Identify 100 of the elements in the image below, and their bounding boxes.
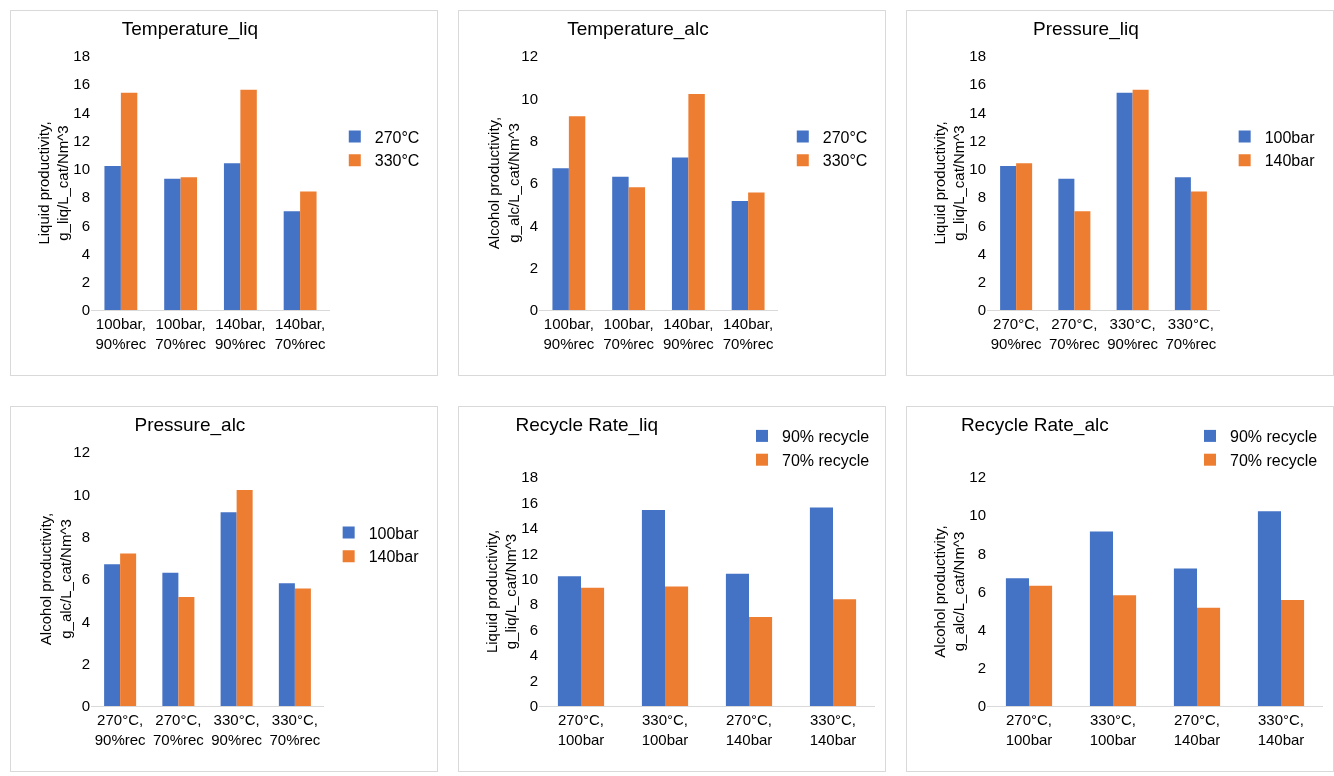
x-tick-label: 270°C, 90%rec [990,315,1043,352]
bar [104,166,121,310]
y-tick-label: 12 [521,544,538,562]
legend-label: 270°C [822,128,868,146]
legend-label: 70% recycle [782,451,870,469]
y-axis-title: Liquid productivity, g_liq/L_cat/Nm^3 [482,529,520,654]
chart-title: Recycle Rate_alc [960,414,1109,437]
bar [1197,607,1221,706]
bar [725,573,749,706]
y-tick-label: 2 [81,273,90,291]
y-tick-label: 0 [81,697,90,715]
bar [581,587,605,706]
bar [731,200,749,310]
bar [220,512,237,706]
y-tick-label: 4 [81,612,90,630]
x-tick-label: 140bar, 70%rec [274,315,327,352]
x-tick-label: 270°C, 70%rec [152,711,205,748]
bar [1174,177,1191,310]
legend-label: 140bar [1264,152,1316,170]
chart-title: Pressure_liq [1033,18,1139,41]
y-tick-label: 4 [977,620,986,638]
x-tick-label: 100bar, 90%rec [95,315,147,352]
y-tick-label: 4 [529,216,538,234]
bar [833,599,857,706]
y-tick-label: 8 [977,544,986,562]
bar [283,211,301,310]
x-tick-label: 330°C, 70%rec [269,711,321,748]
y-tick-label: 8 [529,595,538,613]
bar [1016,163,1033,310]
chart-title: Pressure_alc [134,414,246,437]
y-tick-label: 6 [529,620,538,638]
y-tick-label: 10 [521,89,538,107]
chart-title: Temperature_liq [121,18,259,41]
x-tick-label: 100bar, 70%rec [155,315,207,352]
x-tick-label: 330°C, 70%rec [1165,315,1217,352]
bar [688,94,705,310]
y-tick-label: 0 [529,697,538,715]
y-tick-label: 10 [969,160,986,178]
y-tick-label: 18 [73,47,90,65]
y-tick-label: 18 [969,47,986,65]
y-tick-label: 16 [73,75,90,93]
x-tick-label: 330°C, 90%rec [1107,315,1159,352]
legend-label: 70% recycle [1230,451,1318,469]
bar [278,583,295,706]
y-tick-label: 10 [521,570,538,588]
y-tick-label: 12 [969,468,986,486]
y-tick-label: 2 [529,258,538,276]
bar [552,168,569,310]
x-tick-label: 270°C, 90%rec [94,711,147,748]
bar [1029,585,1053,706]
bar [612,176,629,310]
bar [748,192,765,310]
y-tick-label: 6 [529,174,538,192]
y-tick-label: 10 [73,160,90,178]
legend-label: 90% recycle [1230,428,1318,446]
legend-label: 270°C [374,128,420,146]
bar [641,510,665,706]
bar [1113,595,1137,706]
y-tick-label: 12 [969,131,986,149]
y-tick-label: 6 [81,216,90,234]
bar [1190,191,1207,310]
y-tick-label: 6 [977,216,986,234]
y-tick-label: 0 [977,301,986,319]
y-tick-label: 10 [969,506,986,524]
bar [178,596,195,706]
y-tick-label: 8 [977,188,986,206]
bar [568,116,586,310]
y-tick-label: 14 [73,103,90,121]
x-tick-label: 140bar, 90%rec [214,315,267,352]
y-tick-label: 0 [81,301,90,319]
y-tick-label: 18 [521,468,538,486]
x-tick-label: 270°C, 140bar [725,711,773,748]
y-tick-label: 14 [969,103,986,121]
y-tick-label: 2 [977,659,986,677]
bar [1005,578,1029,706]
y-tick-label: 16 [969,75,986,93]
bar [236,490,253,706]
bar [223,163,241,310]
y-tick-label: 4 [977,244,986,262]
y-tick-label: 10 [73,485,90,503]
x-tick-label: 330°C, 100bar [641,711,689,748]
chart-title: Recycle Rate_liq [515,414,659,437]
bar [1281,600,1305,706]
bar [671,157,689,310]
y-axis-title: Liquid productivity, g_liq/L_cat/Nm^3 [930,121,968,245]
bar [300,191,317,310]
x-tick-label: 330°C, 90%rec [211,711,263,748]
bar [120,92,138,310]
x-tick-label: 270°C, 100bar [1005,711,1053,748]
y-tick-label: 12 [73,131,90,149]
bar [120,553,137,706]
y-axis-title: Alcohol productivity, g_alc/L_cat/Nm^3 [37,512,74,646]
y-axis-title: Alcohol productivity, g_alc/L_cat/Nm^3 [930,525,968,658]
y-tick-label: 6 [977,582,986,600]
bar [1132,89,1149,310]
y-tick-label: 2 [81,654,90,672]
bar [809,507,833,706]
chart-title: Temperature_alc [567,18,709,41]
bar [104,564,121,706]
x-tick-label: 330°C, 140bar [1257,711,1305,748]
